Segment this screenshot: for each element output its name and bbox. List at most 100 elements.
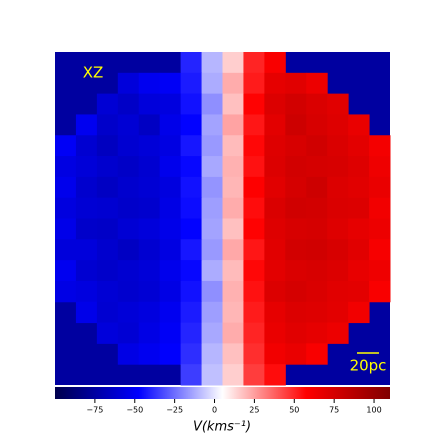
heat-cell — [138, 135, 161, 157]
heat-cell — [138, 239, 161, 261]
colorbar — [55, 387, 390, 399]
heat-cell — [96, 93, 119, 115]
heat-cell — [201, 301, 223, 324]
heat-cell — [306, 301, 328, 324]
heat-cell — [180, 72, 203, 95]
heat-cell — [285, 72, 307, 95]
heat-cell — [222, 322, 244, 344]
heat-cell — [159, 301, 182, 324]
heat-cell — [222, 114, 244, 136]
heat-cell — [264, 280, 286, 303]
heat-cell — [180, 52, 203, 74]
heat-cell — [327, 218, 349, 240]
panel-label: XZ — [83, 64, 104, 82]
heat-cell — [285, 218, 307, 240]
heat-cell — [201, 364, 223, 386]
heat-cell — [201, 239, 223, 261]
heat-cell — [159, 343, 182, 365]
heat-cell — [159, 135, 182, 157]
heat-cell — [222, 176, 244, 199]
heat-cell — [180, 135, 203, 157]
heat-cell — [138, 156, 161, 178]
heat-cell — [306, 239, 328, 261]
heat-cell — [201, 135, 223, 157]
heat-cell — [306, 260, 328, 282]
heat-cell — [117, 260, 140, 282]
heat-cell — [348, 135, 370, 157]
heat-cell — [327, 156, 349, 178]
heat-cell — [96, 156, 119, 178]
heat-cell — [222, 93, 244, 115]
heat-cell — [348, 176, 370, 199]
heat-cell — [201, 280, 223, 303]
heat-cell — [243, 197, 265, 219]
heat-cell — [369, 218, 391, 240]
heat-cell — [75, 301, 98, 324]
heat-cell — [369, 260, 391, 282]
heat-cell — [243, 218, 265, 240]
heat-cell — [243, 72, 265, 95]
heat-cell — [55, 239, 77, 261]
heat-cell — [138, 218, 161, 240]
heat-cell — [180, 176, 203, 199]
colorbar-label: V(kms⁻¹) — [193, 420, 251, 435]
heat-cell — [264, 301, 286, 324]
heat-cell — [159, 72, 182, 95]
heat-cell — [75, 114, 98, 136]
heat-cell — [264, 197, 286, 219]
heat-cell — [306, 197, 328, 219]
heat-cell — [180, 93, 203, 115]
heat-cell — [159, 280, 182, 303]
heat-cell — [222, 156, 244, 178]
heat-cell — [55, 197, 77, 219]
colorbar-tick-label: −75 — [86, 406, 103, 415]
heat-cell — [138, 176, 161, 199]
heat-cell — [117, 72, 140, 95]
heat-cell — [327, 197, 349, 219]
heat-cell — [306, 176, 328, 199]
heat-cell — [243, 301, 265, 324]
heat-cell — [117, 135, 140, 157]
heat-cell — [117, 322, 140, 344]
heat-cell — [75, 218, 98, 240]
heat-cell — [369, 197, 391, 219]
heat-cell — [243, 260, 265, 282]
heat-cell — [243, 239, 265, 261]
heat-cell — [117, 301, 140, 324]
colorbar-tick-label: 100 — [366, 406, 381, 415]
heat-cell — [264, 218, 286, 240]
heat-cell — [306, 218, 328, 240]
heat-cell — [96, 114, 119, 136]
heat-cell — [117, 343, 140, 365]
colorbar-tick-label: 50 — [289, 406, 299, 415]
heat-cell — [201, 260, 223, 282]
colorbar-tick-label: −25 — [166, 406, 183, 415]
heat-cell — [55, 260, 77, 282]
heat-cell — [117, 197, 140, 219]
heat-cell — [75, 280, 98, 303]
heat-cell — [96, 239, 119, 261]
heat-cell — [138, 322, 161, 344]
heat-cell — [55, 156, 77, 178]
heat-cell — [369, 135, 391, 157]
heat-cell — [264, 72, 286, 95]
heat-cell — [201, 156, 223, 178]
heat-cell — [117, 280, 140, 303]
heat-cell — [75, 156, 98, 178]
colorbar-tick-label: −50 — [126, 406, 143, 415]
heat-cell — [159, 176, 182, 199]
heat-cell — [159, 322, 182, 344]
heat-cell — [222, 260, 244, 282]
heat-cell — [75, 260, 98, 282]
heat-cell — [348, 280, 370, 303]
heat-cell — [180, 260, 203, 282]
heat-cell — [201, 114, 223, 136]
heat-cell — [201, 52, 223, 74]
heat-cell — [264, 343, 286, 365]
heat-cell — [327, 176, 349, 199]
heat-cell — [117, 156, 140, 178]
heat-cell — [222, 197, 244, 219]
heat-cell — [222, 364, 244, 386]
heat-cell — [369, 239, 391, 261]
heat-cell — [243, 280, 265, 303]
